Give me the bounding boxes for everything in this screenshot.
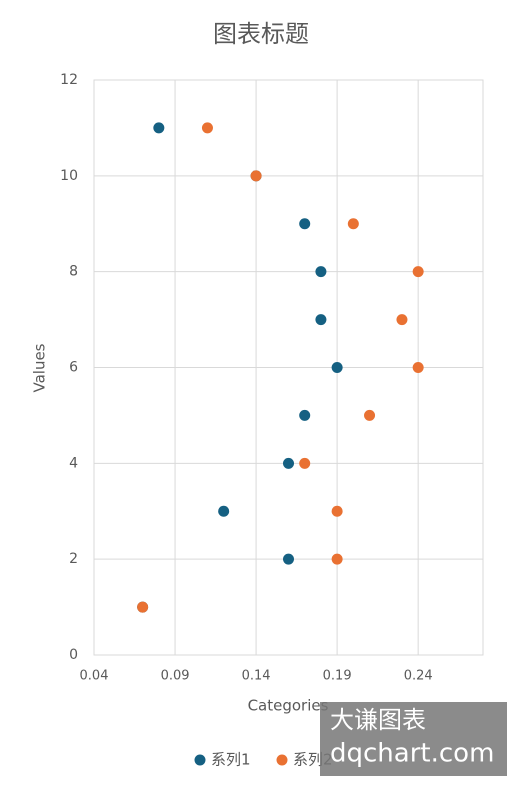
point [218,505,230,517]
point [153,122,165,134]
point [299,218,311,230]
point [201,122,213,134]
legend-marker [194,754,206,766]
y-tick-label: 10 [60,168,78,184]
point [331,362,343,373]
y-tick-label: 8 [69,264,78,280]
watermark: 大谦图表 [330,706,426,734]
x-tick-label: 0.19 [323,669,352,684]
y-tick-label: 0 [69,647,78,663]
point [331,505,343,517]
point [137,601,149,613]
point [315,266,327,278]
point [283,553,294,565]
watermark: dqchart.com [330,739,494,769]
y-tick-label: 12 [60,72,78,88]
watermark-box [320,702,507,776]
point [364,409,376,421]
x-tick-label: 0.14 [242,669,271,684]
point [250,170,262,182]
x-tick-label: 0.09 [161,669,190,684]
legend-label: 系列1 [211,751,251,769]
y-tick-label: 4 [69,455,78,471]
point [315,314,327,326]
point [347,218,359,230]
point [283,457,294,469]
y-tick-label: 6 [69,360,78,376]
y-axis-label: Values [31,343,49,392]
x-axis-label: Categories [248,697,329,715]
legend-marker [276,754,288,766]
y-tick-label: 2 [69,551,78,567]
point [299,457,311,469]
point [299,409,311,421]
point [331,553,343,565]
x-tick-label: 0.24 [404,669,433,684]
point [412,266,424,278]
point [412,362,424,373]
point [396,314,408,326]
chart-title: 图表标题 [213,20,309,48]
x-tick-label: 0.04 [80,669,109,684]
